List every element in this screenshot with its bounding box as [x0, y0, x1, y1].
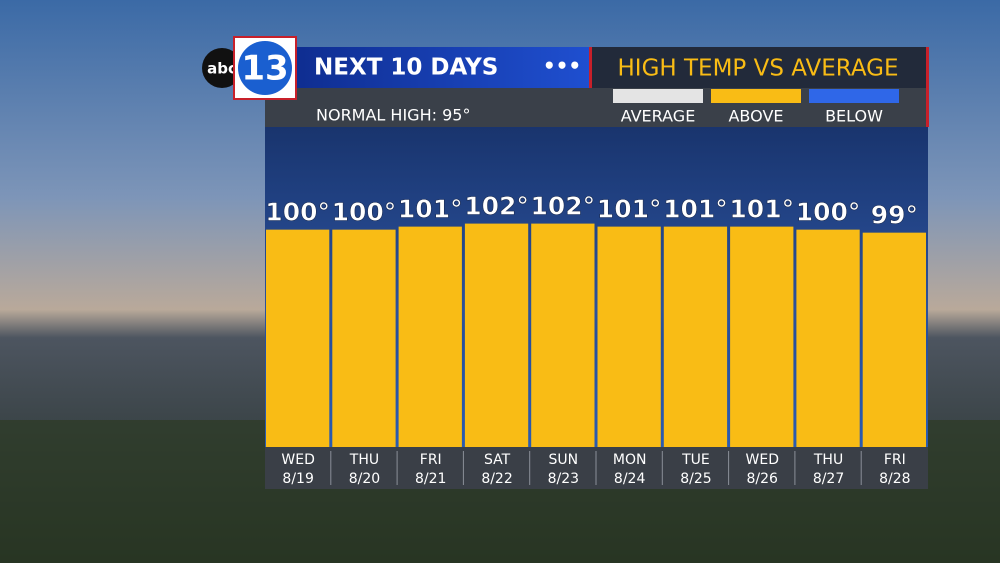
- logo-big: 13: [241, 49, 288, 89]
- bar: [796, 229, 860, 447]
- separator: [396, 451, 398, 485]
- value-label: 101°: [729, 195, 794, 224]
- x-tick-date: 8/27: [813, 471, 844, 487]
- bar: [531, 223, 595, 447]
- bar: [597, 226, 661, 447]
- x-tick-label: THU: [813, 452, 843, 468]
- bar: [663, 226, 728, 447]
- legend-label: AVERAGE: [621, 107, 696, 126]
- separator: [661, 451, 663, 485]
- value-label: 101°: [663, 195, 728, 224]
- legend-swatch: [613, 89, 703, 103]
- x-tick-date: 8/19: [282, 471, 313, 487]
- divider: [589, 47, 592, 88]
- x-tick-date: 8/24: [614, 471, 646, 487]
- x-tick-label: WED: [281, 452, 314, 468]
- value-label: 100°: [265, 198, 330, 227]
- bar: [464, 223, 529, 447]
- dots: •••: [543, 54, 581, 78]
- x-tick-label: TUE: [681, 452, 710, 468]
- header-right: [590, 47, 928, 88]
- header-bar: [265, 47, 590, 88]
- bar: [862, 232, 926, 447]
- separator: [728, 451, 730, 485]
- logo-circle: [202, 48, 242, 88]
- separator: [529, 451, 531, 485]
- x-tick-date: 8/21: [415, 471, 446, 487]
- separator: [330, 451, 332, 485]
- separator: [794, 451, 796, 485]
- value-label: 99°: [871, 201, 918, 230]
- x-tick-label: WED: [746, 452, 779, 468]
- note: NORMAL HIGH: 95°: [316, 106, 470, 125]
- value-label: 101°: [597, 195, 662, 224]
- value-label: 102°: [464, 192, 529, 221]
- x-tick-label: MON: [613, 452, 647, 468]
- legend-label: ABOVE: [728, 107, 783, 126]
- x-tick-date: 8/25: [680, 471, 711, 487]
- x-tick-label: SUN: [549, 452, 579, 468]
- value-label: 101°: [398, 195, 463, 224]
- title: NEXT 10 DAYS: [314, 55, 498, 81]
- x-tick-date: 8/23: [548, 471, 579, 487]
- x-tick-date: 8/20: [349, 471, 380, 487]
- logo-disc: [238, 41, 292, 95]
- value-label: 100°: [796, 198, 861, 227]
- x-tick-label: SAT: [484, 452, 511, 468]
- x-tick-date: 8/22: [481, 471, 512, 487]
- x-tick-date: 8/28: [879, 471, 910, 487]
- logo-small: abc: [207, 60, 237, 78]
- x-tick-label: FRI: [884, 452, 906, 468]
- x-tick-label: THU: [349, 452, 379, 468]
- divider: [926, 47, 929, 127]
- separator: [860, 451, 862, 485]
- x-tick-date: 8/26: [747, 471, 779, 487]
- legend-swatch: [711, 89, 801, 103]
- bar: [398, 226, 462, 447]
- legend-label: BELOW: [825, 107, 883, 126]
- separator: [595, 451, 597, 485]
- value-label: 102°: [531, 192, 596, 221]
- bar: [730, 226, 794, 447]
- value-label: 100°: [332, 198, 397, 227]
- x-tick-label: FRI: [420, 452, 442, 468]
- bar: [266, 229, 330, 447]
- subtitle: HIGH TEMP VS AVERAGE: [617, 56, 898, 82]
- bar: [332, 229, 396, 447]
- separator: [462, 451, 464, 485]
- legend-swatch: [809, 89, 899, 103]
